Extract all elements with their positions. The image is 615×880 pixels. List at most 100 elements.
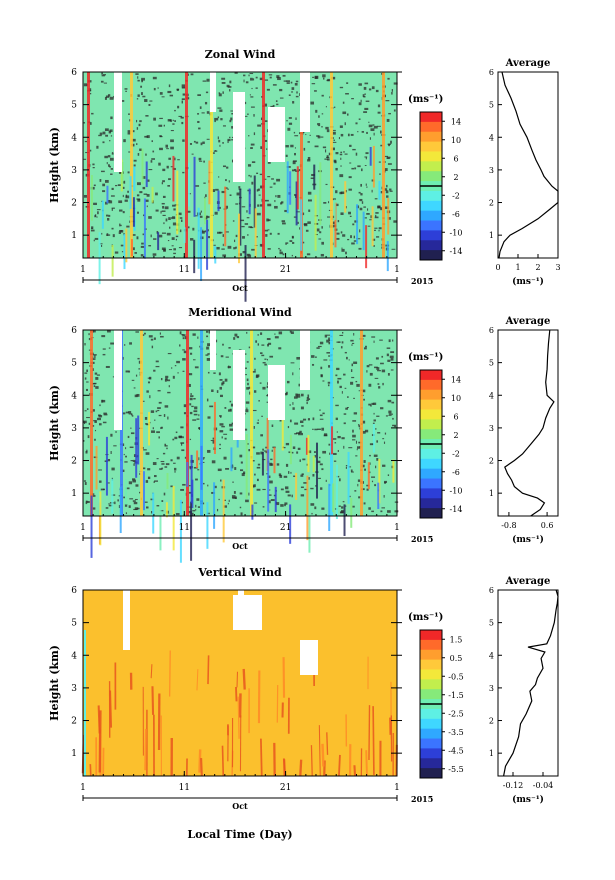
heatmap-speckle <box>339 137 340 139</box>
heatmap-speckle <box>218 116 219 118</box>
heatmap-speckle <box>148 216 152 219</box>
heatmap-speckle <box>212 460 216 463</box>
heatmap-streak <box>188 163 190 207</box>
heatmap-speckle <box>274 334 275 335</box>
heatmap-speckle <box>294 423 298 425</box>
heatmap-speckle <box>368 404 371 406</box>
heatmap-speckle <box>326 106 327 107</box>
heatmap-speckle <box>292 236 294 238</box>
avg-y-tick-label: 4 <box>489 651 494 660</box>
heatmap-speckle <box>192 154 194 155</box>
heatmap-speckle <box>158 125 162 127</box>
heatmap-speckle <box>86 381 88 382</box>
heatmap-speckle <box>340 152 342 153</box>
heatmap-speckle <box>100 179 102 182</box>
heatmap-speckle <box>191 73 194 75</box>
heatmap-speckle <box>132 380 135 381</box>
heatmap-speckle <box>247 361 249 362</box>
avg-x-tick-label: -0.8 <box>501 521 516 530</box>
heatmap-speckle <box>135 331 139 332</box>
heatmap-streak <box>287 161 289 213</box>
heatmap-speckle <box>223 234 224 237</box>
heatmap-speckle <box>260 332 262 335</box>
heatmap-speckle <box>181 219 182 221</box>
heatmap-speckle <box>382 438 384 439</box>
heatmap-speckle <box>269 356 273 358</box>
heatmap-speckle <box>90 122 92 125</box>
heatmap-speckle <box>306 400 309 401</box>
heatmap-speckle <box>173 248 176 250</box>
heatmap-speckle <box>323 202 326 204</box>
colorbar-band <box>420 211 442 221</box>
heatmap-speckle <box>292 407 294 410</box>
heatmap-streak <box>173 486 175 550</box>
heatmap-speckle <box>388 144 391 145</box>
heatmap-streak <box>295 473 297 500</box>
heatmap-speckle <box>254 502 257 503</box>
heatmap-speckle <box>307 397 309 400</box>
heatmap-speckle <box>364 156 367 157</box>
colorbar-tick-label: 14 <box>451 375 461 384</box>
colorbar-tick-label: 14 <box>451 117 461 126</box>
heatmap-speckle <box>105 180 109 183</box>
avg-y-tick-label: 6 <box>489 586 494 595</box>
heatmap-speckle <box>345 388 347 389</box>
heatmap-speckle <box>108 503 109 504</box>
average-frame <box>498 590 558 776</box>
heatmap-speckle <box>320 487 322 489</box>
heatmap-streak <box>238 214 240 264</box>
heatmap-speckle <box>94 215 95 217</box>
heatmap-speckle <box>352 223 354 225</box>
heatmap-streak <box>307 435 309 472</box>
heatmap-speckle <box>364 87 367 90</box>
heatmap-speckle <box>308 192 311 195</box>
heatmap-streak <box>125 479 127 504</box>
heatmap-speckle <box>106 95 109 97</box>
heatmap-speckle <box>152 140 153 142</box>
heatmap-streak <box>214 246 216 263</box>
colorbar-band <box>420 679 442 689</box>
heatmap-speckle <box>240 469 243 471</box>
heatmap-speckle <box>174 437 177 439</box>
heatmap-speckle <box>190 353 192 355</box>
heatmap-speckle <box>253 114 254 117</box>
heatmap-speckle <box>198 506 200 508</box>
heatmap-speckle <box>337 238 340 240</box>
heatmap-speckle <box>222 381 224 384</box>
heatmap-streak <box>222 746 223 776</box>
heatmap-streak <box>316 443 318 499</box>
heatmap-speckle <box>217 232 221 234</box>
heatmap-speckle <box>395 501 398 502</box>
heatmap-speckle <box>310 488 313 489</box>
heatmap-speckle <box>364 502 366 504</box>
heatmap-streak <box>198 208 200 269</box>
heatmap-speckle <box>290 472 291 474</box>
heatmap-streak <box>213 482 215 529</box>
heatmap-streak <box>350 498 352 528</box>
heatmap-streak <box>99 491 101 545</box>
heatmap-speckle <box>321 226 322 228</box>
heatmap-speckle <box>352 435 356 438</box>
heatmap-speckle <box>137 127 138 130</box>
heatmap-speckle <box>355 455 357 456</box>
heatmap-speckle <box>94 240 95 242</box>
heatmap-speckle <box>340 154 342 155</box>
heatmap-speckle <box>215 189 219 191</box>
heatmap-speckle <box>168 240 169 241</box>
heatmap-speckle <box>193 410 197 412</box>
heatmap-speckle <box>194 414 198 416</box>
heatmap-speckle <box>343 374 345 376</box>
heatmap-speckle <box>357 131 358 132</box>
heatmap-speckle <box>306 230 309 232</box>
heatmap-speckle <box>288 471 289 474</box>
heatmap-streak <box>331 426 333 454</box>
heatmap-speckle <box>176 432 178 434</box>
heatmap-speckle <box>374 367 378 369</box>
heatmap-speckle <box>123 497 125 499</box>
heatmap-speckle <box>224 457 227 460</box>
heatmap-speckle <box>374 230 376 231</box>
heatmap-speckle <box>322 380 324 381</box>
heatmap-speckle <box>388 163 392 165</box>
heatmap-speckle <box>181 449 184 451</box>
heatmap-speckle <box>180 331 182 334</box>
